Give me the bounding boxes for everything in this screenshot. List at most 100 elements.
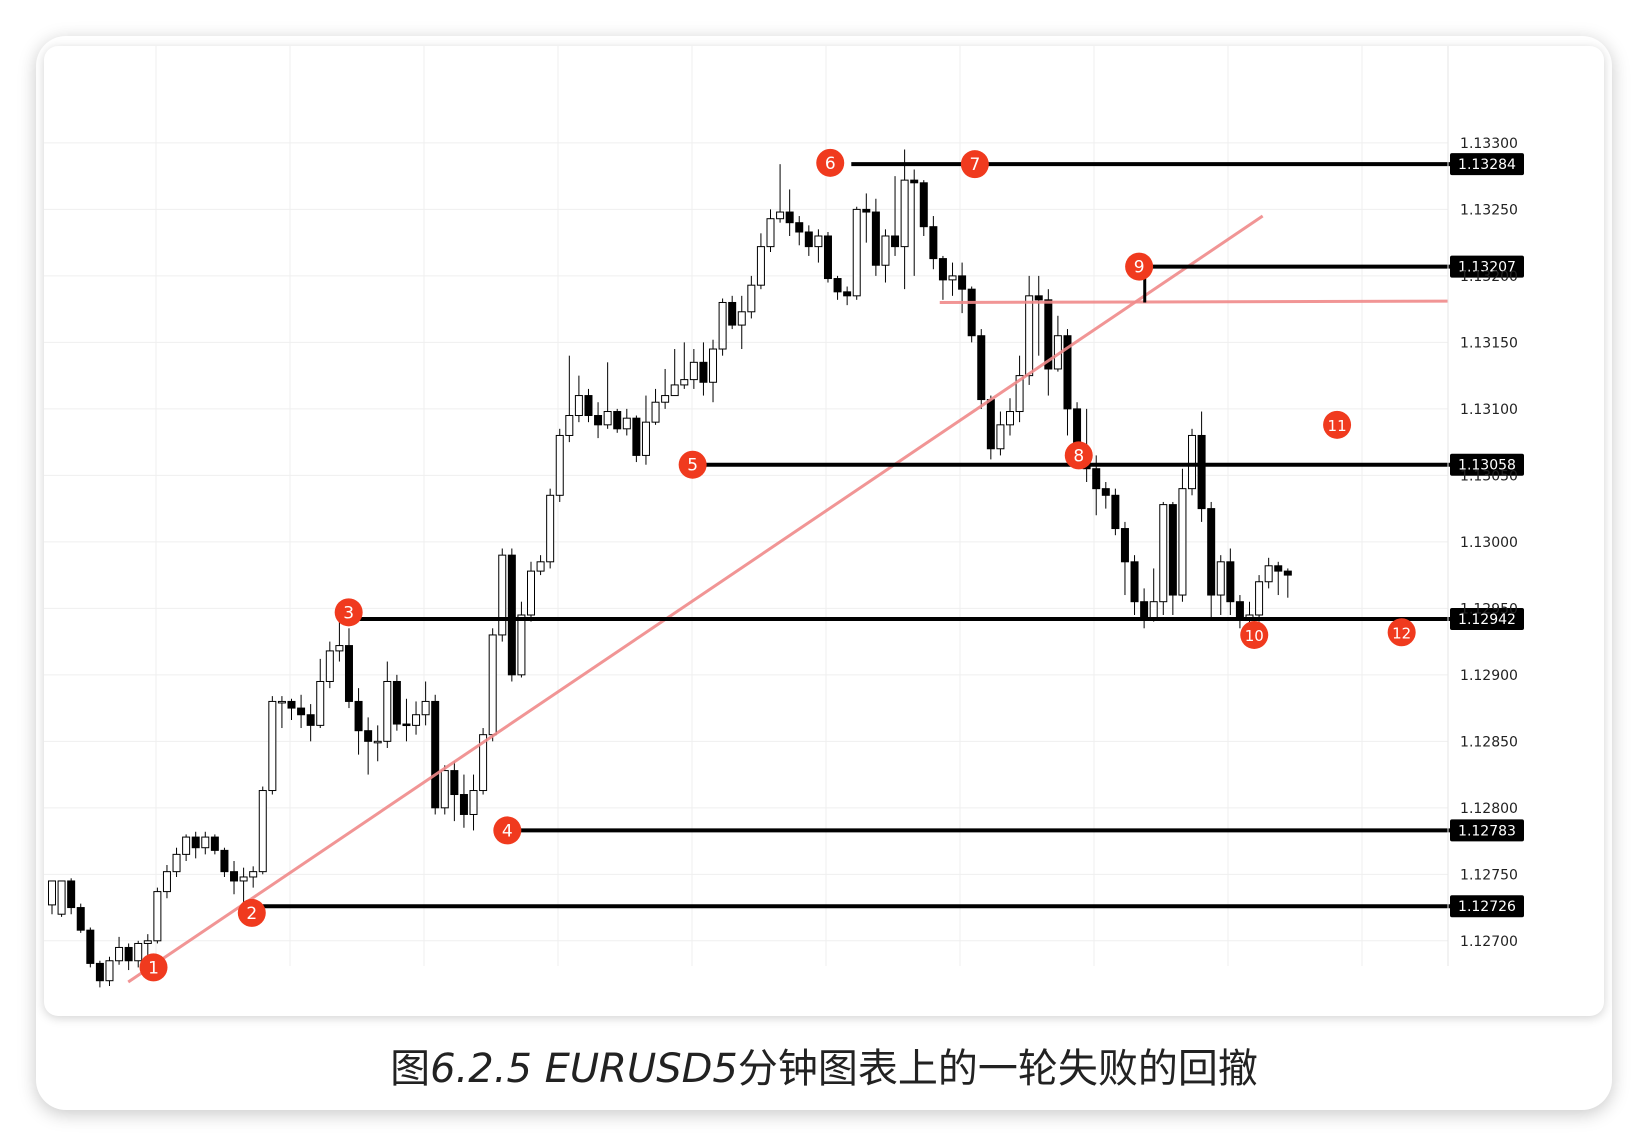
candle-down: [1111, 494, 1120, 530]
candle-up: [536, 561, 545, 572]
candle-down: [1226, 561, 1235, 603]
y-tick-label: 1.13200: [1460, 269, 1518, 285]
candle-down: [1044, 299, 1053, 370]
candle-up: [1025, 295, 1034, 377]
candle-up: [335, 645, 344, 652]
candle-up: [57, 880, 66, 915]
candle-down: [191, 836, 200, 849]
candle-down: [594, 415, 603, 426]
candle-down: [843, 291, 852, 297]
candle-down: [891, 235, 900, 248]
y-tick-label: 1.12900: [1460, 668, 1518, 684]
candle-down: [354, 700, 363, 732]
candle-up: [172, 853, 181, 873]
candle-up: [1006, 411, 1014, 426]
candle-down: [1063, 335, 1072, 410]
candle-up: [105, 960, 114, 982]
candles: [48, 149, 1292, 988]
y-tick-label: 1.12850: [1460, 734, 1518, 750]
candlestick-chart: 1.132841.132071.130581.129421.127831.127…: [44, 46, 1524, 988]
candle-up: [546, 494, 555, 563]
candle-up: [881, 235, 890, 266]
marker-circle: [1323, 410, 1352, 439]
marker-label: 1: [148, 958, 159, 978]
level-price-tag: [1450, 819, 1524, 842]
candle-up: [412, 714, 421, 726]
candle-up: [325, 650, 334, 682]
marker-label: 7: [969, 155, 980, 175]
candle-down: [1168, 504, 1177, 596]
candle-down: [910, 179, 919, 184]
candle-down: [76, 907, 85, 931]
candle-up: [440, 770, 449, 809]
caption-prefix: 图: [390, 1046, 431, 1092]
candle-down: [1034, 295, 1043, 301]
candle-up: [527, 570, 535, 616]
y-tick-label: 1.12700: [1460, 934, 1518, 950]
candle-down: [431, 700, 440, 809]
candle-up: [1178, 488, 1187, 596]
candle-up: [622, 417, 631, 430]
marker-circle: [1064, 441, 1093, 470]
candle-up: [948, 275, 957, 281]
candle-up: [814, 235, 823, 248]
candle-up: [651, 401, 660, 423]
candle-down: [450, 770, 459, 796]
marker-circle: [960, 150, 989, 179]
candle-down: [986, 399, 995, 450]
candle-up: [517, 614, 526, 676]
candle-down: [95, 962, 104, 982]
candle-up: [603, 411, 612, 426]
caption-suffix: 分钟图表上的一轮失败的回撤: [737, 1046, 1258, 1092]
candle-down: [977, 335, 986, 401]
candle-down: [392, 680, 401, 725]
candle-down: [929, 226, 938, 260]
y-tick-label: 1.13150: [1460, 335, 1518, 351]
candle-up: [162, 871, 171, 893]
candle-down: [287, 700, 296, 709]
candle-up: [239, 876, 248, 882]
candle-up: [555, 434, 564, 496]
y-tick-label: 1.13100: [1460, 402, 1518, 418]
figure-caption: 图6.2.5 EURUSD5分钟图表上的一轮失败的回撤: [36, 1036, 1612, 1094]
candle-down: [297, 707, 306, 716]
candle-up: [1015, 375, 1024, 413]
candle-up: [1149, 601, 1158, 620]
candle-down: [833, 278, 842, 293]
marker-circle: [816, 148, 845, 177]
y-tick-label: 1.13000: [1460, 535, 1518, 551]
marker-circle: [334, 598, 363, 627]
candle-up: [1159, 504, 1168, 603]
candle-down: [67, 880, 76, 909]
chart-panel: 1.13284 1.13207 1.13058 1.12942 1.12783 1.127…: [44, 46, 1604, 1016]
candle-down: [459, 794, 468, 815]
marker-circle: [237, 898, 266, 927]
candle-down: [1101, 488, 1110, 496]
level-price-label: 1.12942: [1458, 612, 1516, 628]
candle-up: [718, 301, 727, 350]
y-tick-label: 1.12950: [1460, 601, 1518, 617]
y-tick-label: 1.13250: [1460, 202, 1518, 218]
candle-down: [306, 714, 315, 726]
candle-down: [632, 417, 641, 456]
candle-up: [574, 395, 583, 417]
trendline: [939, 299, 1449, 304]
candle-up: [737, 311, 746, 326]
level-price-tag: [1450, 453, 1524, 476]
candle-down: [1235, 601, 1244, 620]
candle-up: [776, 211, 785, 220]
level-price-label: 1.12783: [1458, 823, 1516, 839]
grid-lines: [44, 46, 1448, 966]
marker-circle: [1240, 620, 1269, 649]
candle-down: [795, 222, 804, 233]
marker-label: 9: [1134, 258, 1145, 278]
marker-label: 2: [246, 904, 257, 924]
candle-up: [996, 424, 1005, 450]
marker-label: 8: [1073, 446, 1084, 466]
candle-down: [938, 258, 947, 281]
candle-up: [373, 740, 382, 744]
candle-down: [364, 730, 373, 742]
candle-down: [1120, 528, 1129, 563]
candle-up: [709, 348, 718, 383]
